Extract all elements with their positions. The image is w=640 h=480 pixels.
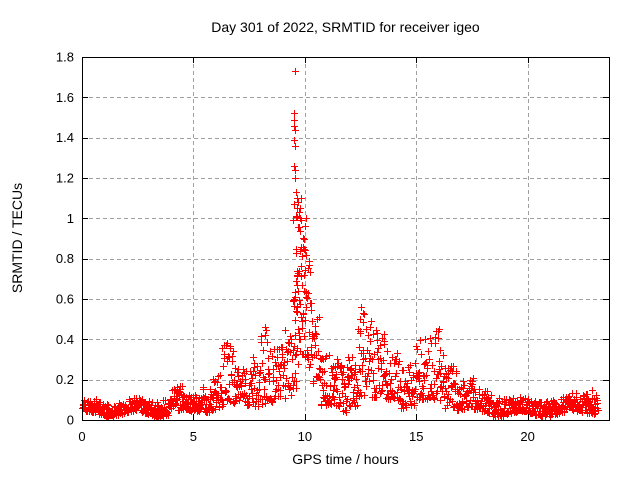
y-tick-label: 0.8 xyxy=(56,251,74,266)
y-tick-label: 1.4 xyxy=(56,130,74,145)
x-tick-label: 20 xyxy=(520,429,534,444)
y-tick-label: 0 xyxy=(67,413,74,428)
gridlines xyxy=(82,57,609,420)
tick-labels: 0 5 10 15 20 0 0.2 0.4 0.6 0.8 1 1.2 1.4 1.6 1.8 xyxy=(56,50,535,445)
y-tick-label: 0.6 xyxy=(56,292,74,307)
y-tick-label: 1.6 xyxy=(56,90,74,105)
y-tick-label: 1.8 xyxy=(56,50,74,65)
y-tick-label: 1.2 xyxy=(56,171,74,186)
x-tick-label: 15 xyxy=(409,429,423,444)
y-axis-label: SRMTID / TECUs xyxy=(9,182,25,294)
axis-frame-and-ticks xyxy=(82,57,610,421)
x-axis-label: GPS time / hours xyxy=(292,451,399,467)
x-tick-label: 0 xyxy=(78,429,85,444)
chart-title: Day 301 of 2022, SRMTID for receiver ige… xyxy=(211,19,480,35)
x-tick-label: 5 xyxy=(190,429,197,444)
y-tick-label: 0.4 xyxy=(56,332,74,347)
x-tick-label: 10 xyxy=(298,429,312,444)
y-tick-label: 0.2 xyxy=(56,372,74,387)
y-tick-label: 1 xyxy=(67,211,74,226)
data-points-series xyxy=(79,68,602,420)
